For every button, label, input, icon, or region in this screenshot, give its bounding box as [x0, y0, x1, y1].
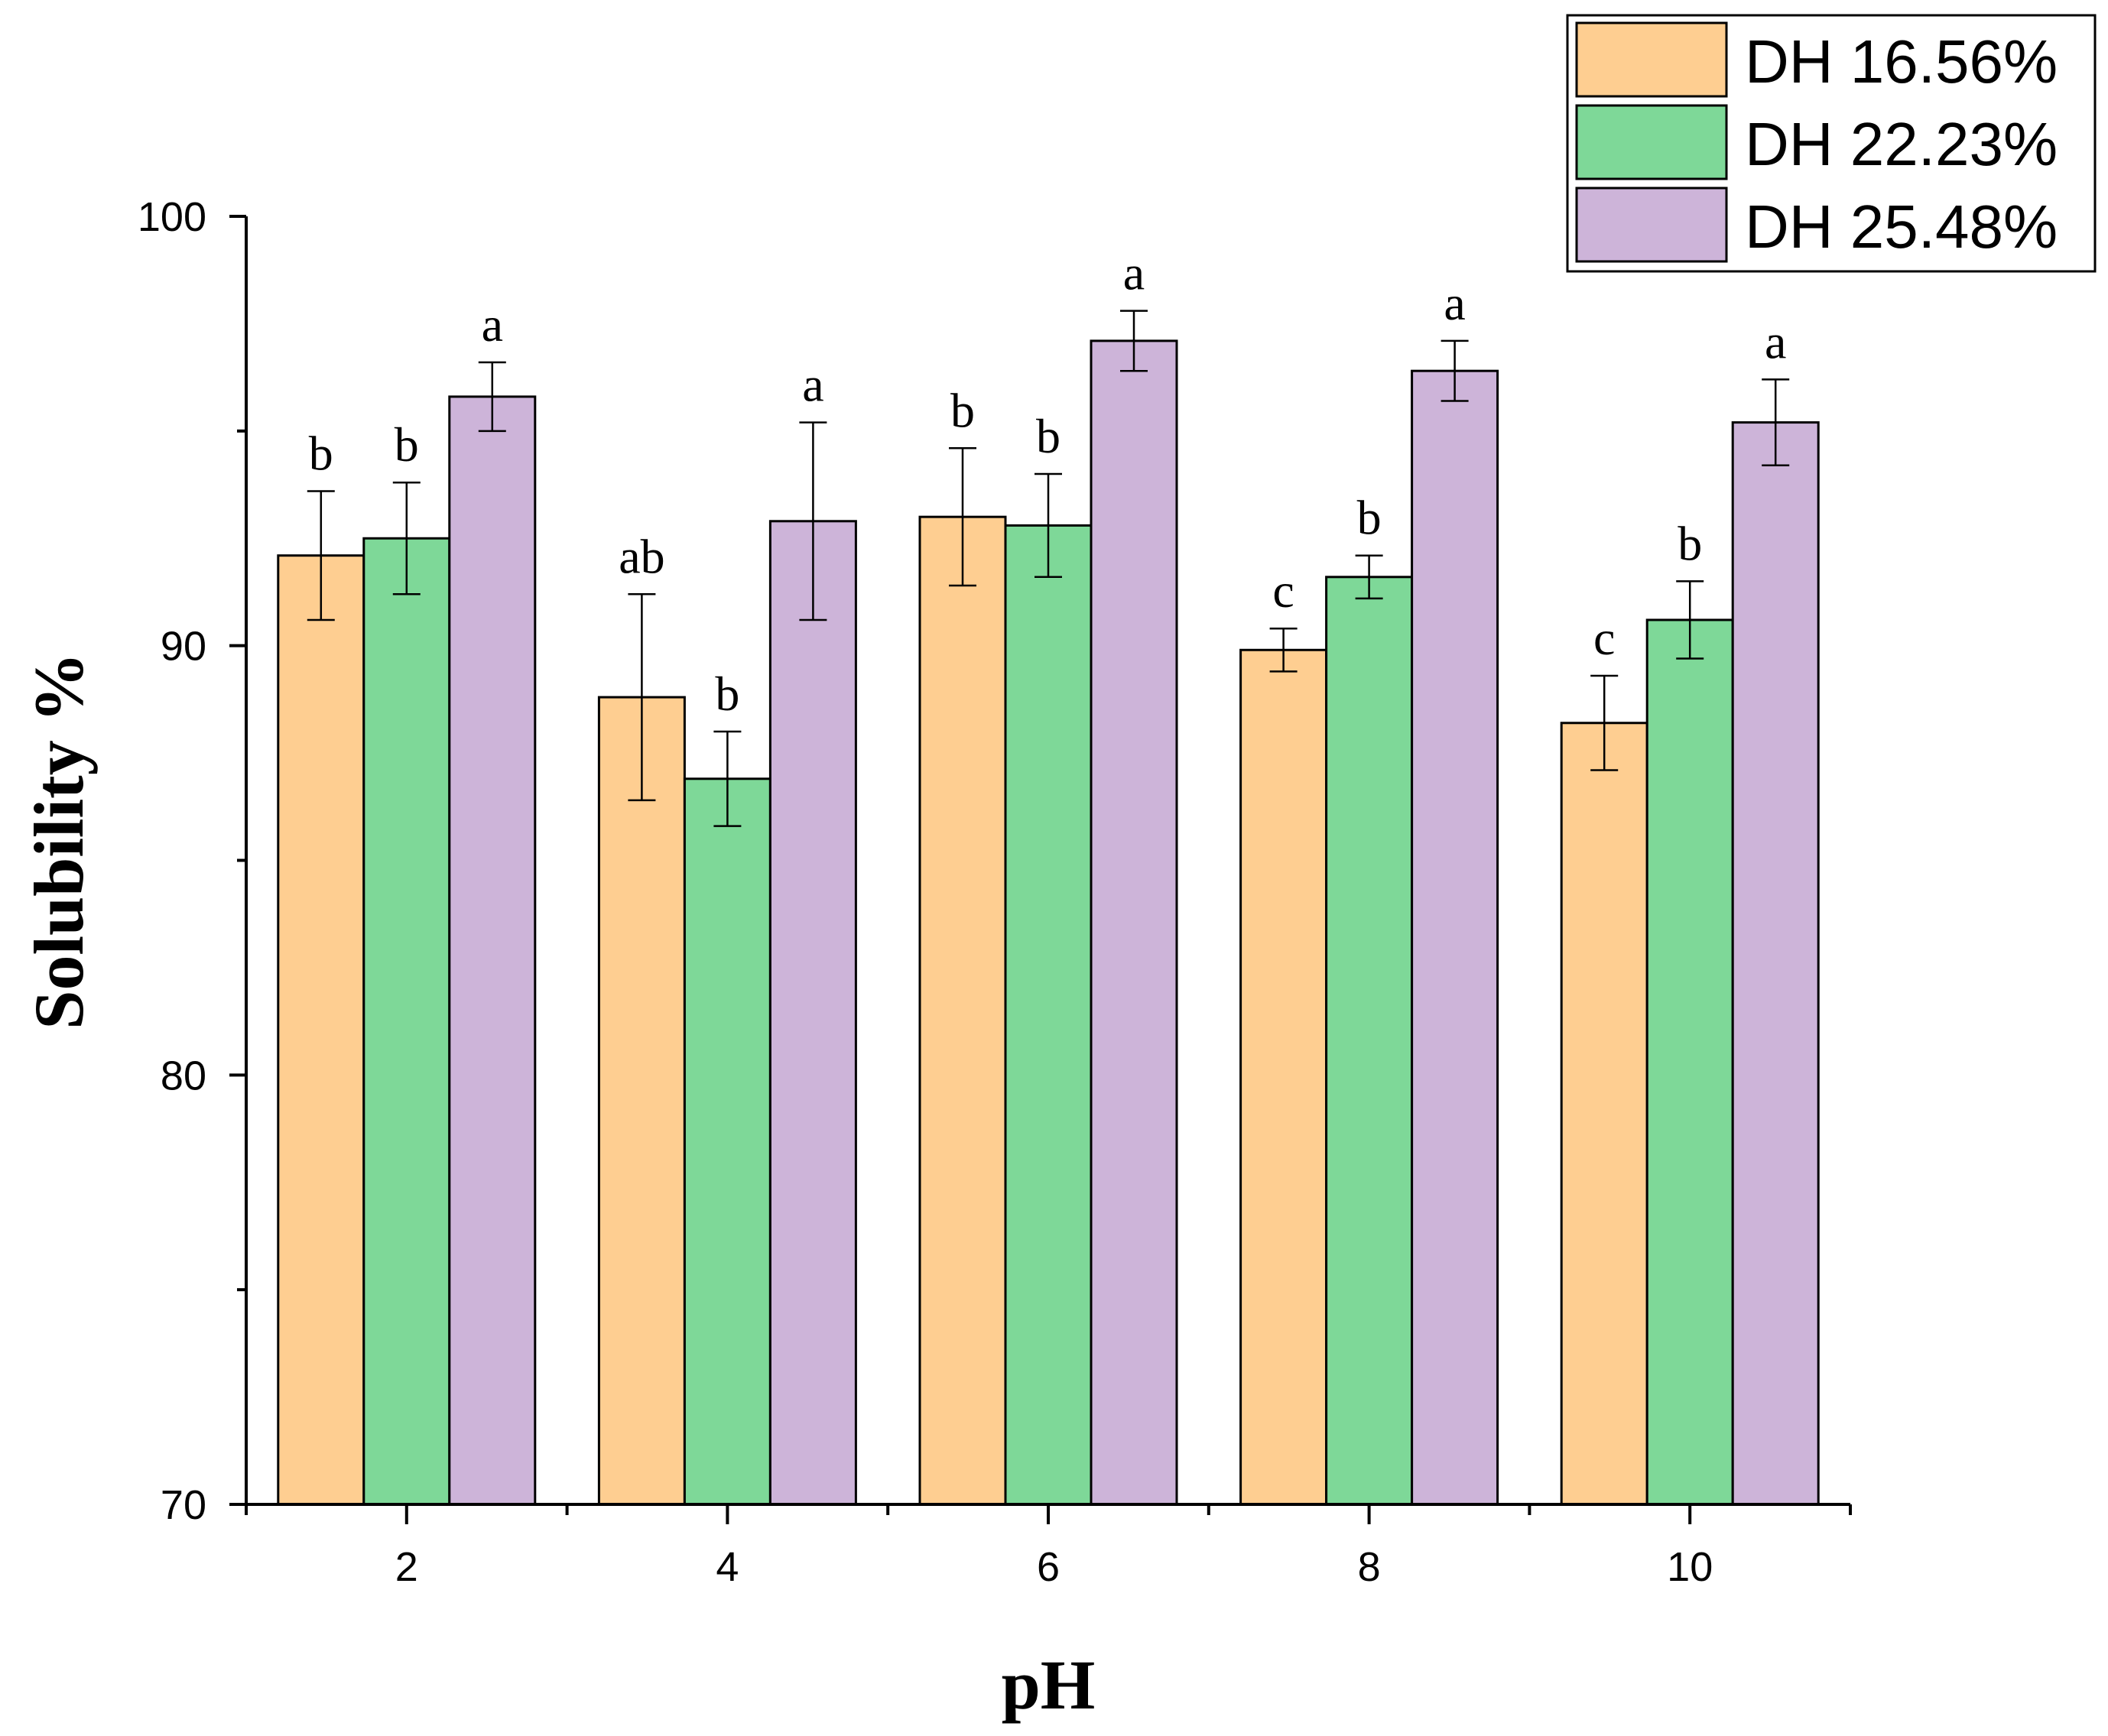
legend-label: DH 22.23%	[1745, 110, 2058, 178]
y-axis-title: Solubility %	[20, 652, 98, 1029]
bar	[1239, 648, 1328, 1506]
y-tick-label: 80	[161, 1053, 206, 1098]
bar	[1004, 524, 1093, 1506]
x-tick-label: 2	[395, 1544, 418, 1590]
legend-label: DH 25.48%	[1745, 193, 2058, 261]
bar	[683, 777, 771, 1506]
bar	[1411, 369, 1499, 1506]
bar	[1560, 722, 1648, 1506]
significance-label: a	[482, 297, 503, 352]
legend-label: DH 16.56%	[1745, 28, 2058, 96]
y-tick-label: 100	[138, 194, 206, 240]
significance-label: a	[1444, 276, 1465, 330]
significance-label: c	[1272, 563, 1294, 618]
bar	[1731, 421, 1820, 1506]
bar	[277, 554, 365, 1506]
y-ticks-layer: 70 80 90 100	[138, 194, 246, 1528]
significance-label: b	[715, 667, 739, 721]
legend: DH 16.56% DH 22.23% DH 25.48%	[1566, 14, 2097, 273]
significance-label: b	[309, 426, 333, 480]
bar	[768, 520, 857, 1506]
significance-label: b	[1678, 516, 1702, 570]
bar	[362, 537, 451, 1506]
significance-label: ab	[619, 529, 664, 583]
bar	[597, 696, 686, 1506]
significance-label: c	[1593, 611, 1615, 665]
bars-layer	[277, 339, 1820, 1506]
significance-label: b	[950, 383, 975, 437]
significance-label: b	[395, 417, 419, 472]
significance-label: b	[1036, 409, 1060, 463]
x-tick-label: 10	[1667, 1544, 1713, 1590]
significance-label: a	[802, 358, 823, 412]
bar	[1645, 618, 1734, 1506]
y-tick-label: 90	[161, 624, 206, 670]
legend-swatch	[1575, 187, 1728, 263]
y-tick-label: 70	[161, 1482, 206, 1528]
x-tick-label: 4	[716, 1544, 739, 1590]
significance-label: a	[1765, 314, 1786, 368]
error-bars-layer	[307, 310, 1790, 827]
bar	[1090, 339, 1178, 1506]
significance-label: b	[1357, 491, 1382, 545]
bar	[918, 515, 1007, 1506]
legend-swatch	[1575, 21, 1728, 98]
x-tick-label: 8	[1358, 1544, 1381, 1590]
bar	[1325, 576, 1414, 1506]
significance-label: a	[1123, 246, 1145, 300]
x-ticks-layer: 2 4 6 8 10	[245, 1504, 1852, 1590]
legend-swatch	[1575, 104, 1728, 180]
bar	[448, 395, 537, 1506]
x-axis-title: pH	[1002, 1646, 1096, 1724]
x-tick-label: 6	[1037, 1544, 1060, 1590]
